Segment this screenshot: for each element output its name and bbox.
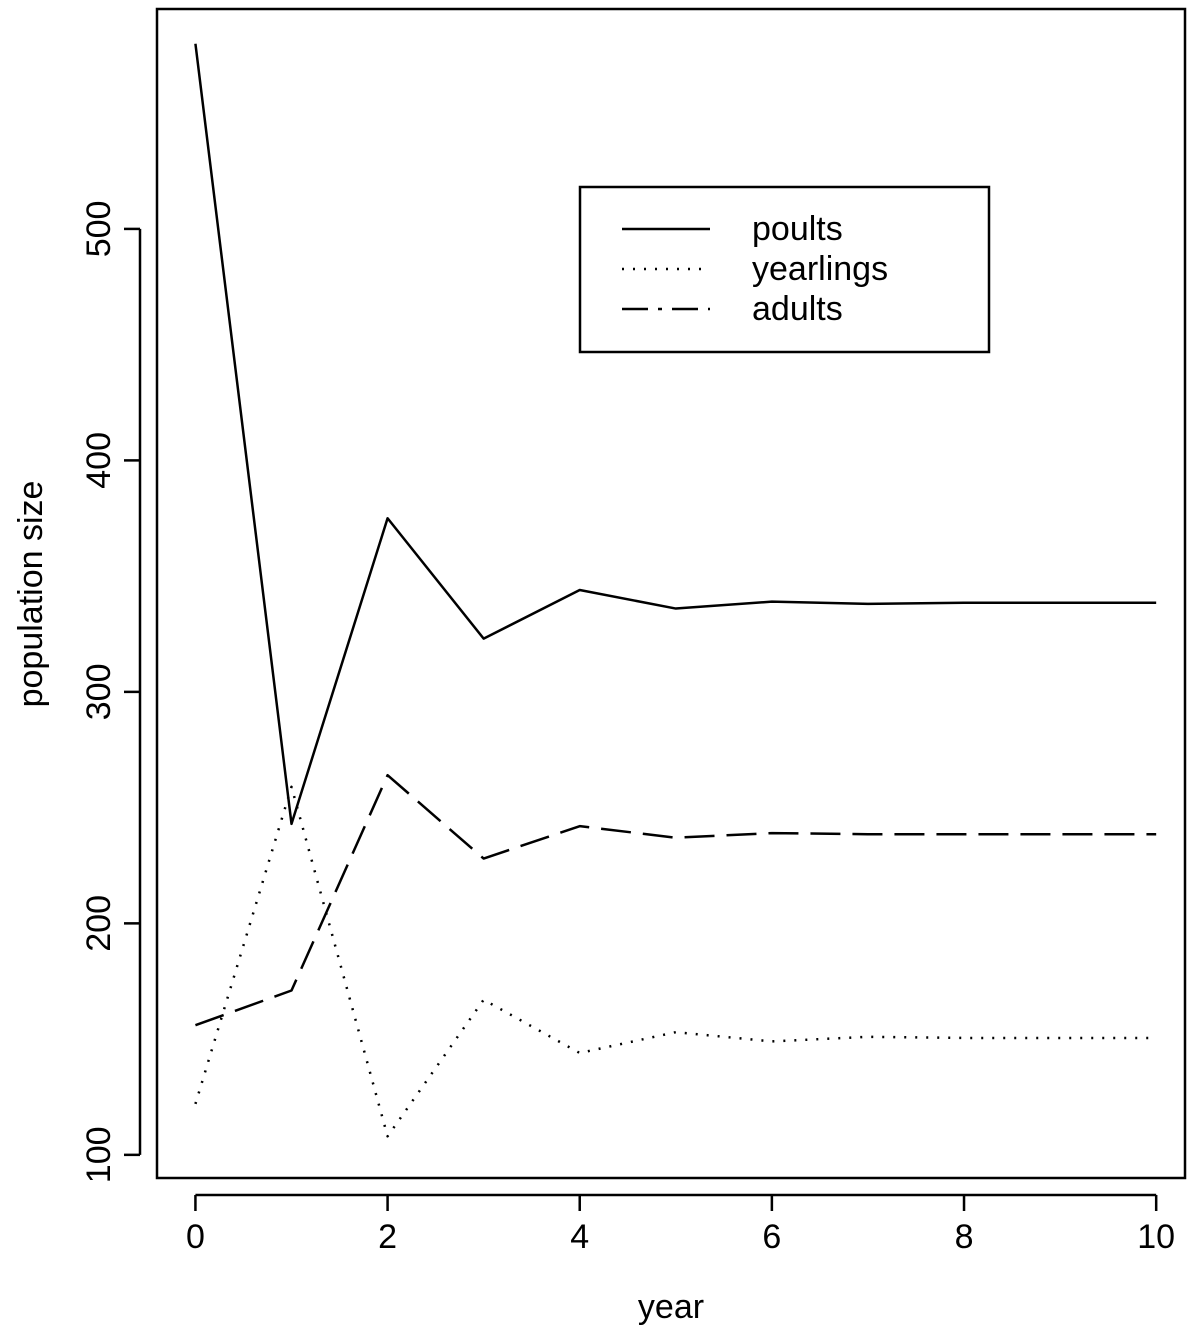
- legend-label-poults: poults: [752, 210, 843, 248]
- series-layer: [194, 43, 1157, 1138]
- x-tick-label: 4: [570, 1218, 589, 1256]
- axes: 0 2 4 6 8 10 100 200 300 400 500: [80, 201, 1175, 1256]
- y-tick-label: 500: [80, 201, 118, 258]
- series-line-poults: [194, 43, 1157, 826]
- legend-box: [578, 185, 991, 354]
- legend-label-adults: adults: [752, 290, 843, 328]
- legend-label-yearlings: yearlings: [752, 250, 888, 288]
- y-tick-label: 300: [80, 664, 118, 721]
- x-tick-label: 8: [955, 1218, 974, 1256]
- x-axis-label: year: [638, 1288, 704, 1326]
- y-axis-label: population size: [12, 481, 50, 708]
- y-tick-label: 200: [80, 895, 118, 952]
- y-tick-label: 100: [80, 1126, 118, 1183]
- series-line-adults: [195, 773, 1157, 1027]
- y-tick-label: 400: [80, 432, 118, 489]
- plot-frame: [155, 7, 1187, 1180]
- x-tick-label: 0: [186, 1218, 205, 1256]
- x-tick-label: 6: [762, 1218, 781, 1256]
- x-tick-label: 2: [378, 1218, 397, 1256]
- x-tick-label: 10: [1137, 1218, 1175, 1256]
- series-line-yearlings: [194, 785, 1157, 1138]
